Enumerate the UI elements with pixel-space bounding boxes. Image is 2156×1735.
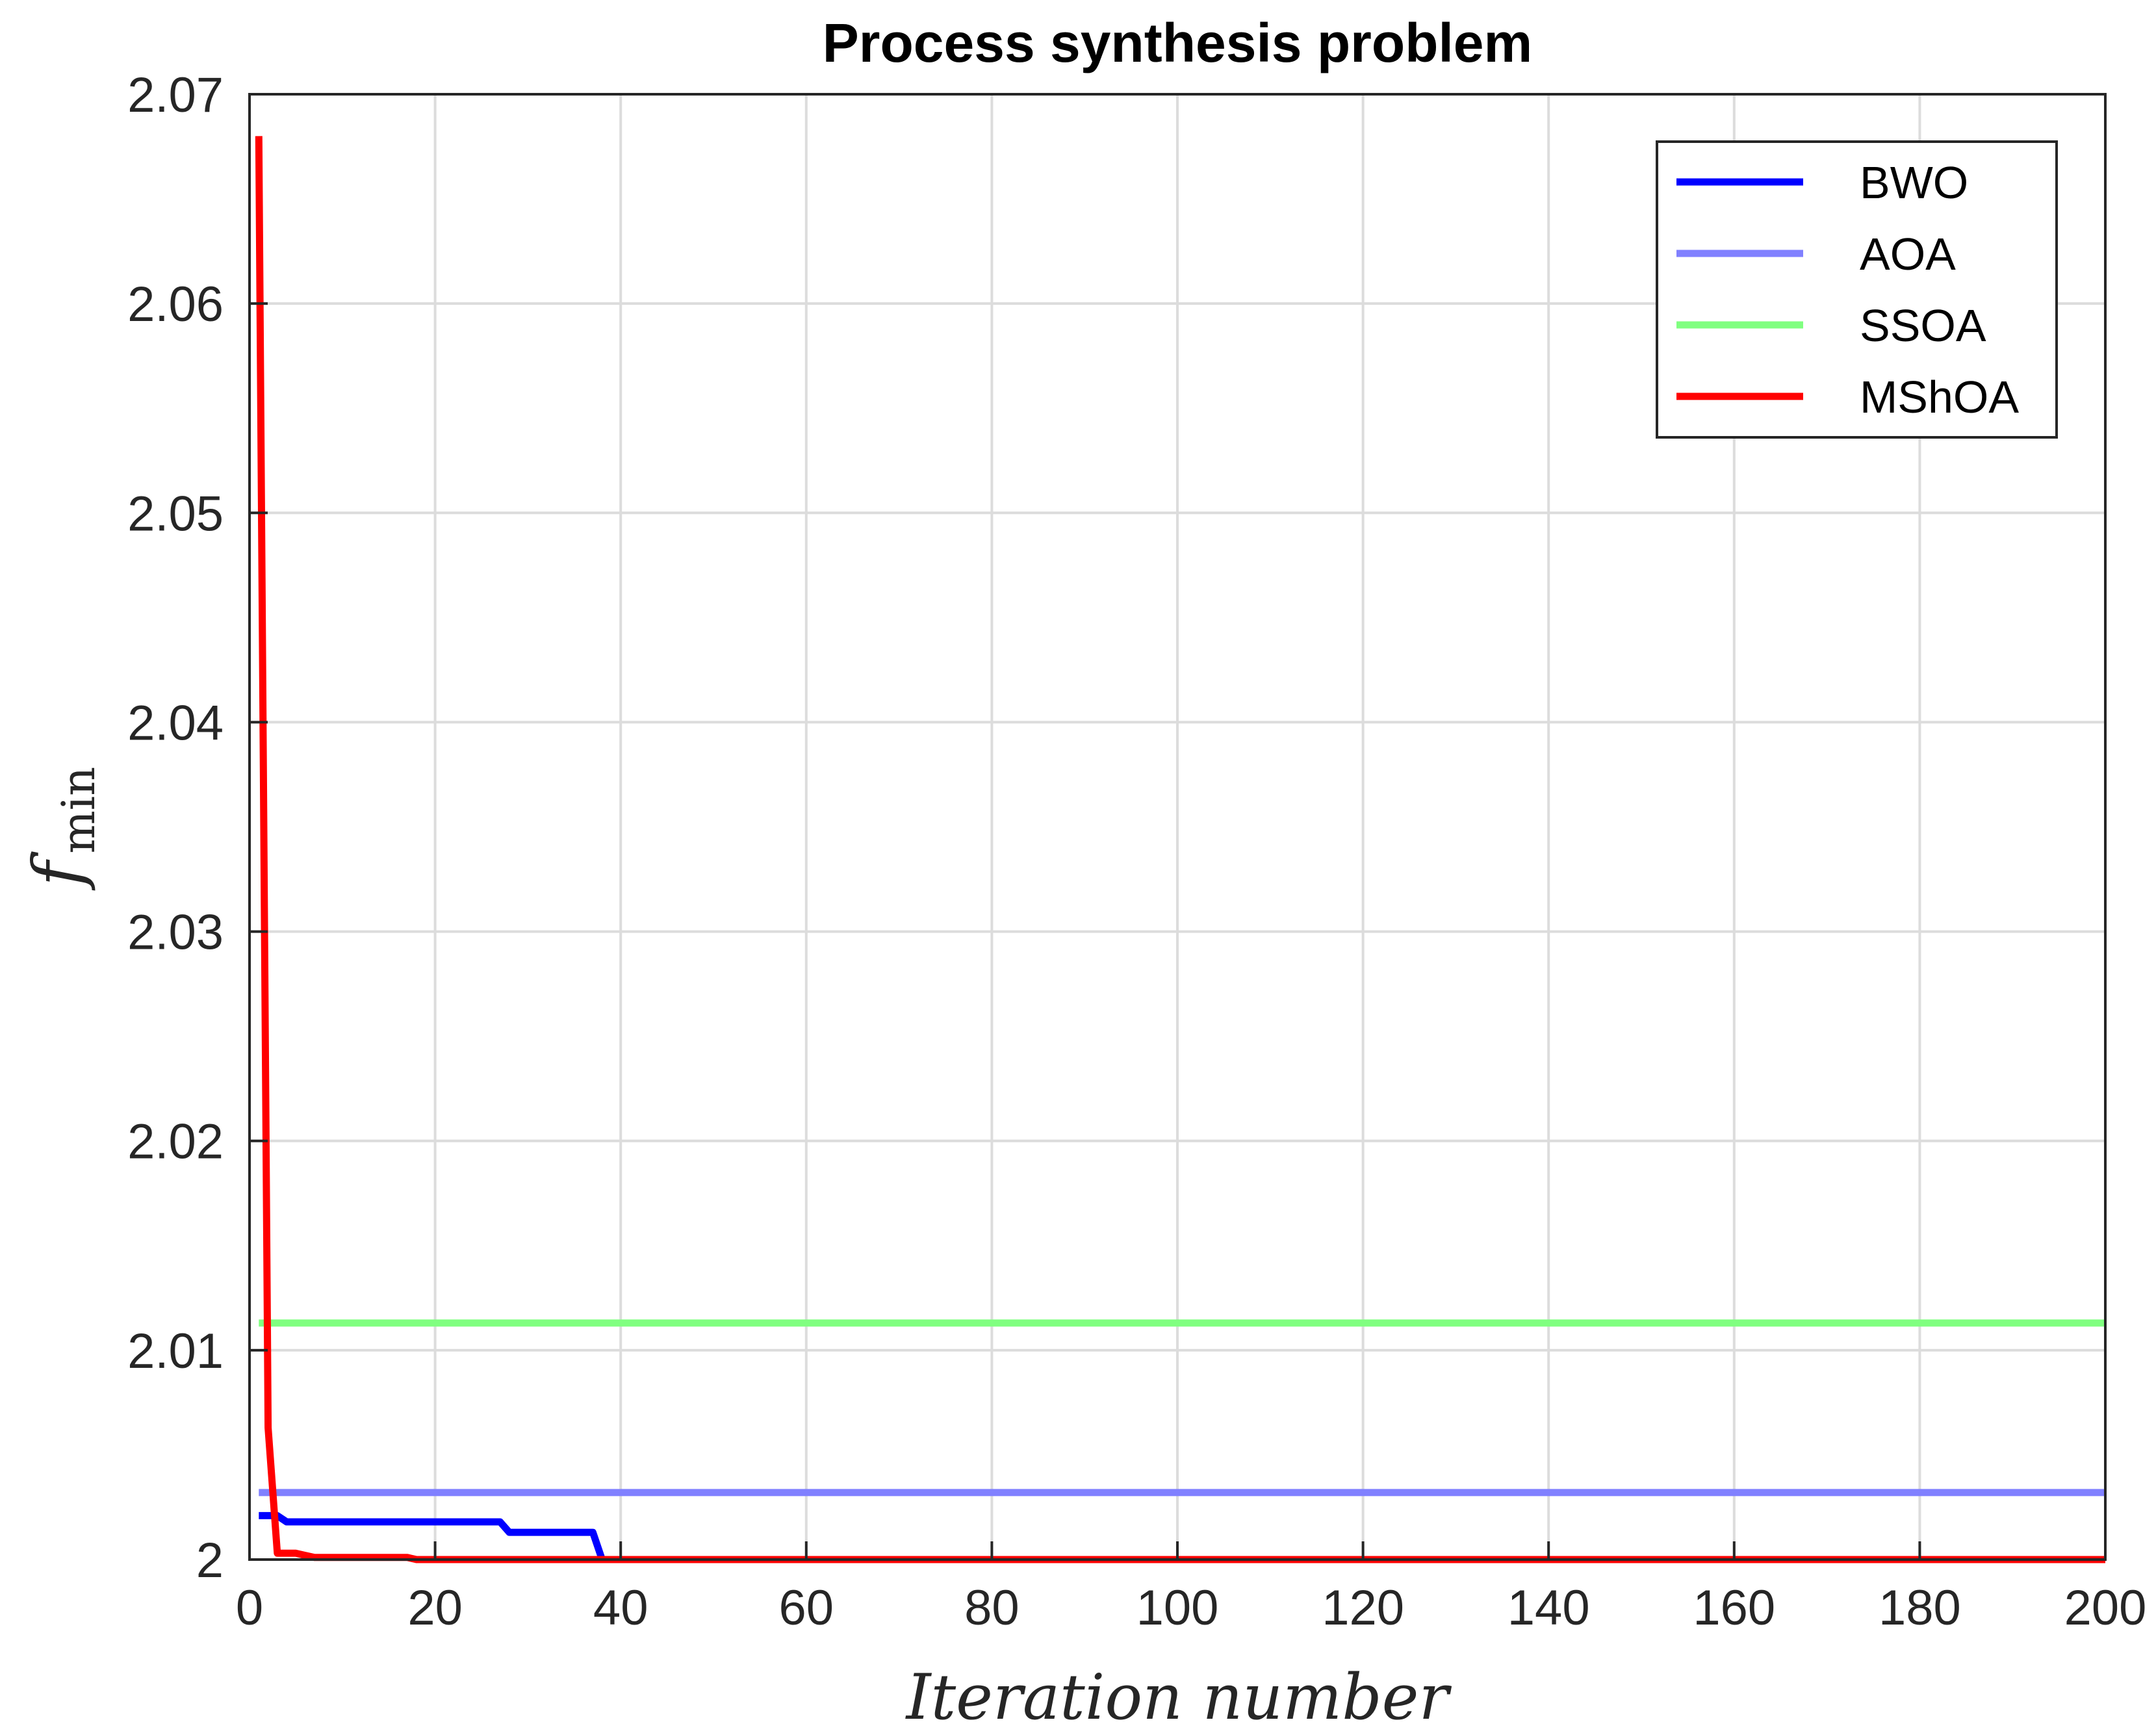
y-axis-label: fmin	[18, 767, 105, 891]
legend-label-aoa: AOA	[1860, 229, 1956, 279]
x-tick-label: 0	[236, 1580, 263, 1636]
x-tick-label: 100	[1136, 1580, 1219, 1636]
x-tick-label: 40	[593, 1580, 648, 1636]
y-tick-label: 2.05	[127, 486, 224, 541]
axis-ticks	[248, 93, 2107, 1561]
y-tick-label: 2	[196, 1533, 224, 1588]
legend-label-bwo: BWO	[1860, 157, 1968, 208]
x-tick-label: 140	[1508, 1580, 1590, 1636]
y-tick-label: 2.02	[127, 1114, 224, 1170]
axis-tick-labels: 0 20 40 60 80 100 120 140 160 180 200 2 2.01 2.02 2.03…	[127, 68, 2146, 1636]
y-tick-label: 2.07	[127, 68, 224, 123]
x-tick-label: 60	[779, 1580, 834, 1636]
x-tick-label: 120	[1322, 1580, 1404, 1636]
y-tick-label: 2.06	[127, 277, 224, 332]
legend-label-mshoa: MShOA	[1860, 372, 2019, 422]
chart-title: Process synthesis problem	[823, 12, 1532, 73]
x-tick-label: 160	[1693, 1580, 1775, 1636]
svg-text:fmin: fmin	[18, 767, 105, 891]
x-tick-label: 200	[2064, 1580, 2147, 1636]
legend: BWO AOA SSOA MShOA	[1656, 140, 2058, 439]
y-tick-label: 2.03	[127, 905, 224, 960]
series-line-mshoa	[255, 136, 2105, 1563]
y-tick-label: 2.01	[127, 1324, 224, 1379]
y-axis-label-sub: min	[52, 767, 105, 854]
legend-label-ssoa: SSOA	[1860, 300, 1986, 351]
legend-box	[1656, 140, 2058, 439]
x-tick-label: 20	[407, 1580, 463, 1636]
x-tick-label: 80	[964, 1580, 1020, 1636]
x-tick-label: 180	[1879, 1580, 1961, 1636]
y-tick-label: 2.04	[127, 695, 224, 751]
y-axis-label-main: f	[18, 851, 97, 891]
series-lines	[255, 136, 2105, 1563]
x-axis-label: Iteration number	[905, 1661, 1452, 1734]
